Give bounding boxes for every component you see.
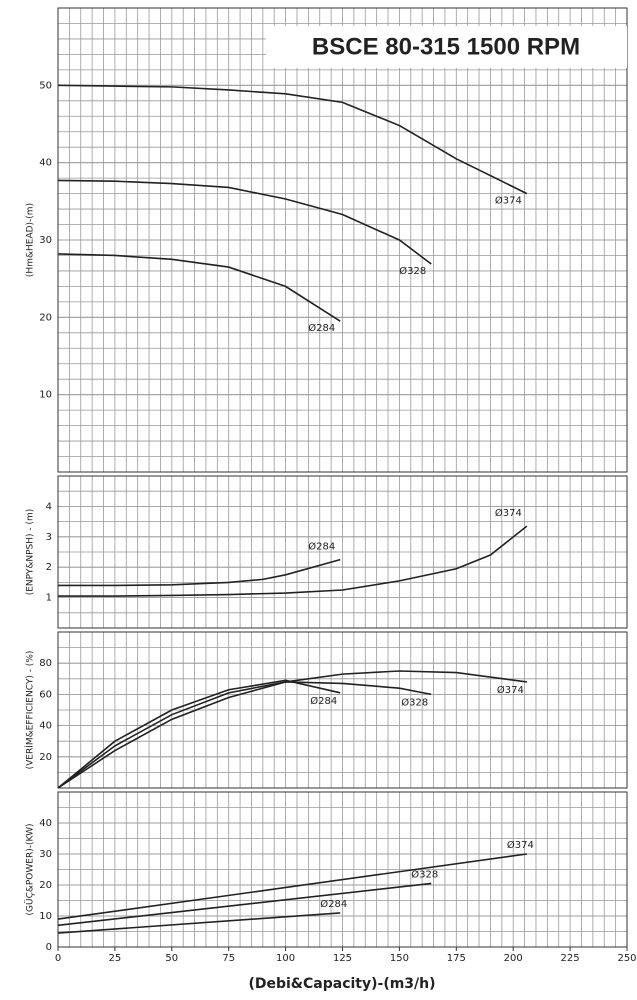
- y-tick-label: 20: [39, 752, 52, 763]
- curve: [57, 681, 432, 789]
- panel-frame: [57, 631, 628, 789]
- y-tick-label: 50: [39, 80, 52, 91]
- x-tick-label: 250: [617, 953, 636, 964]
- chart-title: BSCE 80-315 1500 RPM: [312, 33, 580, 60]
- curve-label: Ø328: [399, 265, 426, 277]
- curve-label: Ø284: [320, 898, 347, 910]
- curve: [57, 84, 528, 195]
- y-tick-label: 30: [39, 235, 52, 246]
- curve-label: Ø374: [495, 195, 522, 207]
- x-tick-label: 50: [165, 953, 178, 964]
- y-tick-label: 0: [46, 942, 52, 953]
- curve: [58, 525, 528, 597]
- curve-label: Ø328: [401, 696, 428, 708]
- x-tick-label: 200: [504, 953, 523, 964]
- y-tick-label: 4: [46, 501, 52, 512]
- x-tick-label: 0: [55, 953, 61, 964]
- curve: [57, 853, 527, 920]
- y-tick-label: 3: [46, 532, 52, 543]
- x-tick-label: 75: [222, 953, 235, 964]
- y-axis-label: (ENPY&NPSH) - (m): [26, 509, 36, 596]
- curve: [58, 558, 341, 587]
- y-tick-label: 60: [39, 689, 52, 700]
- curve: [57, 912, 341, 934]
- panel-frame: [57, 475, 628, 629]
- y-tick-label: 10: [39, 390, 52, 401]
- x-tick-label: 125: [333, 953, 352, 964]
- curve-label: Ø284: [308, 322, 335, 334]
- y-axis-label: (GÜÇ&POWER)-(KW): [25, 824, 36, 916]
- curve-label: Ø328: [411, 868, 438, 880]
- curve: [57, 179, 432, 265]
- y-tick-label: 40: [39, 818, 52, 829]
- title-box: [266, 26, 627, 68]
- curve-label: Ø284: [308, 541, 335, 553]
- y-tick-label: 40: [39, 158, 52, 169]
- y-tick-label: 30: [39, 849, 52, 860]
- curve: [57, 253, 341, 322]
- x-tick-label: 150: [390, 953, 409, 964]
- y-tick-label: 1: [46, 593, 52, 604]
- x-tick-label: 100: [276, 953, 295, 964]
- curve: [57, 882, 432, 927]
- curve: [57, 670, 527, 789]
- x-tick-label: 25: [109, 953, 122, 964]
- curve-label: Ø374: [497, 684, 524, 696]
- y-tick-label: 20: [39, 880, 52, 891]
- panel-frame: [57, 7, 628, 473]
- y-tick-label: 2: [46, 562, 52, 573]
- y-tick-label: 20: [39, 312, 52, 323]
- x-tick-label: 175: [447, 953, 466, 964]
- y-tick-label: 40: [39, 721, 52, 732]
- curve-label: Ø374: [495, 507, 522, 519]
- y-tick-label: 10: [39, 911, 52, 922]
- y-axis-label: (Hm&HEAD)-(m): [26, 203, 36, 277]
- x-axis-label: (Debi&Capacity)-(m3/h): [248, 976, 435, 992]
- curve-label: Ø284: [310, 695, 337, 707]
- curve-label: Ø374: [507, 839, 534, 851]
- x-tick-label: 225: [561, 953, 580, 964]
- y-tick-label: 80: [39, 658, 52, 669]
- y-axis-label: (VERİM&EFFICIENCY) - (%): [25, 651, 36, 770]
- curve: [57, 679, 341, 789]
